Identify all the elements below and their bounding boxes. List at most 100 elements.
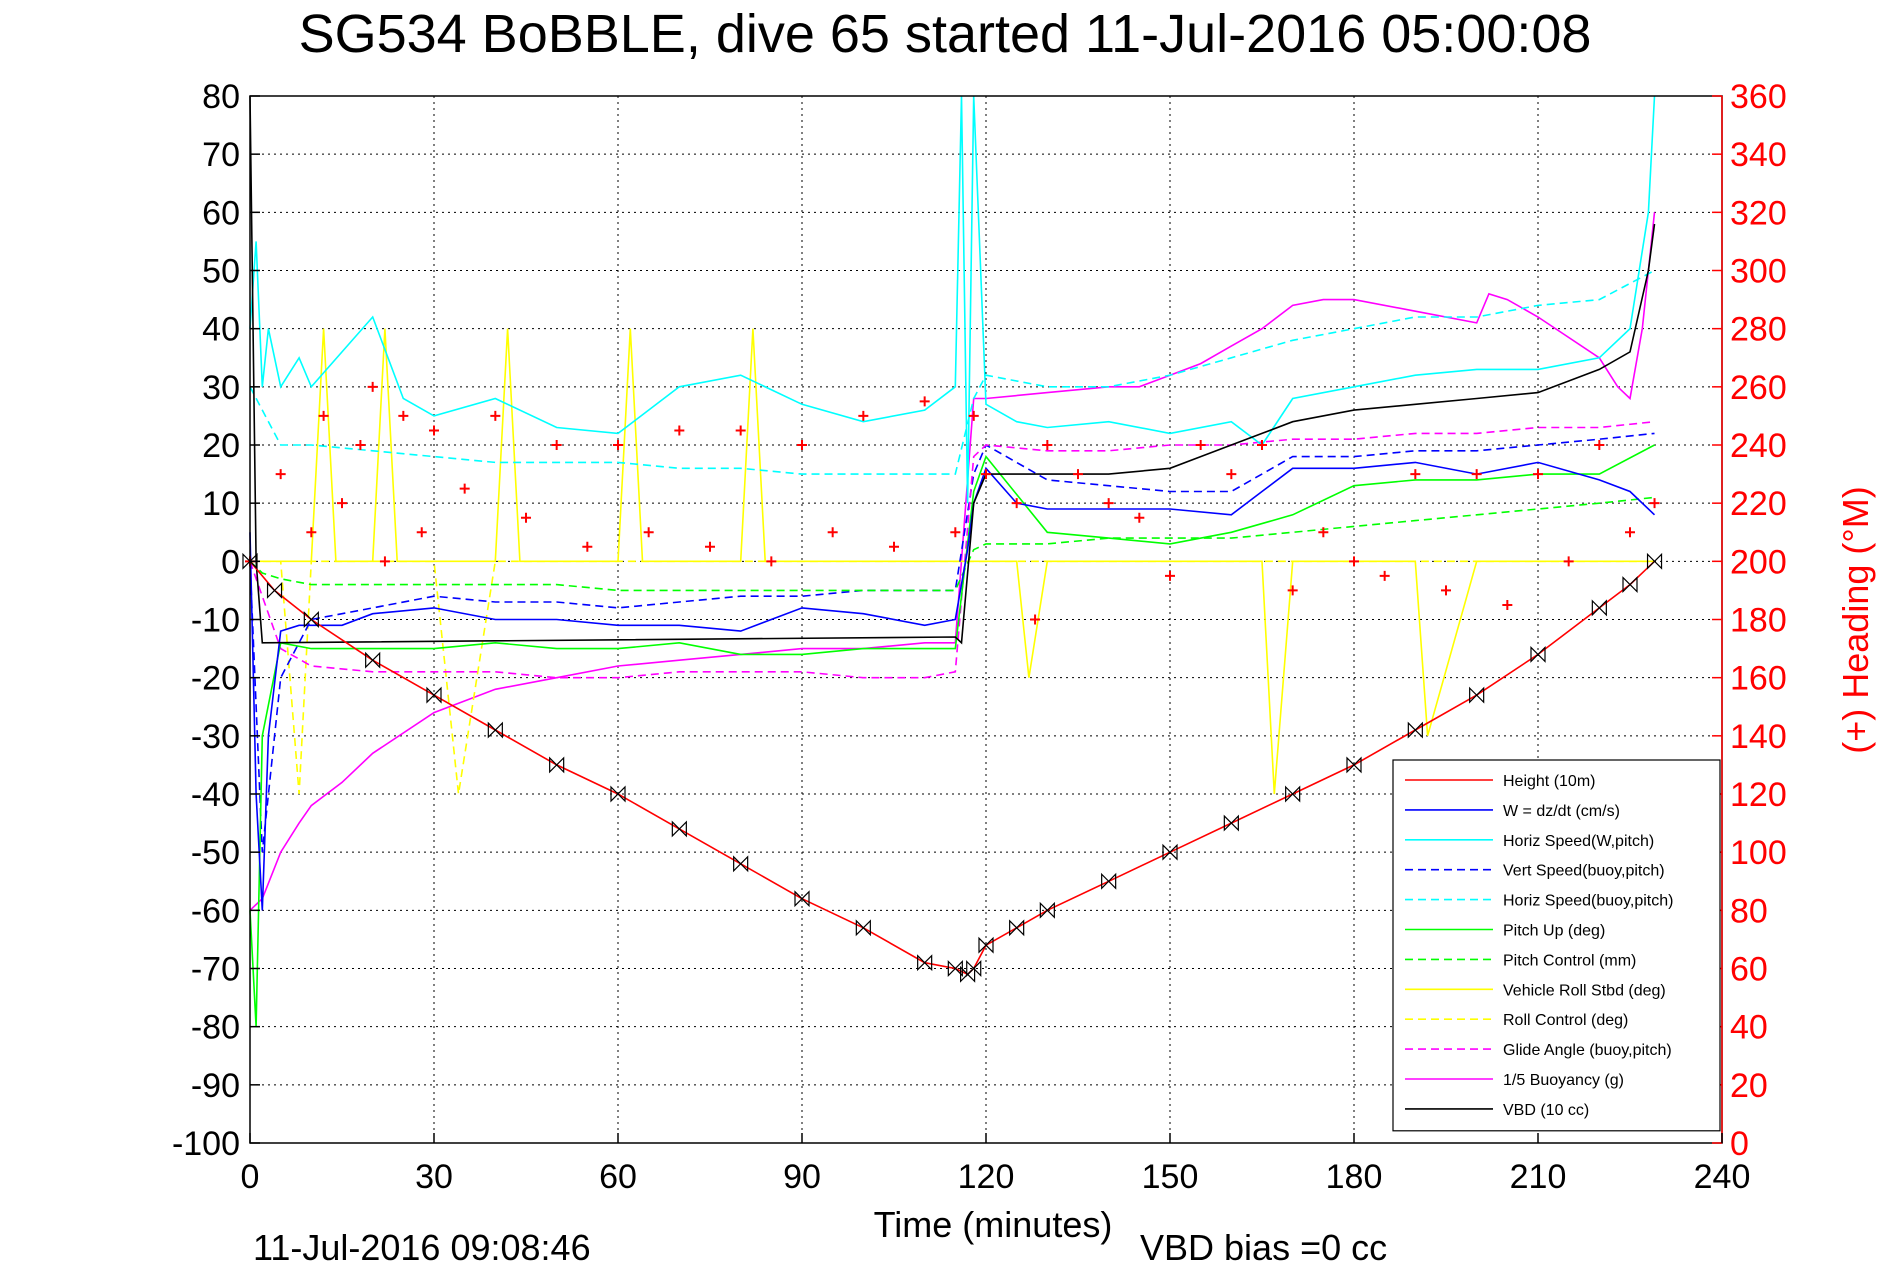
heading-marker xyxy=(1410,469,1421,480)
y-right-tick-label: 140 xyxy=(1730,718,1787,756)
y-right-tick-label: 360 xyxy=(1730,78,1787,116)
heading-marker xyxy=(490,410,501,421)
legend: Height (10m) W = dz/dt (cm/s) Horiz Speed(… xyxy=(1392,759,1721,1132)
heading-marker xyxy=(337,498,347,509)
depth-marker xyxy=(978,936,994,954)
heading-marker xyxy=(275,469,286,480)
heading-marker xyxy=(766,556,777,567)
depth-marker xyxy=(966,960,982,977)
footer-timestamp: 11-Jul-2016 09:08:46 xyxy=(253,1227,591,1262)
y-right-tick-label: 300 xyxy=(1730,253,1787,291)
heading-marker xyxy=(705,541,715,552)
y-tick-label: 10 xyxy=(202,485,240,523)
heading-marker xyxy=(1625,527,1635,538)
depth-marker xyxy=(1346,756,1362,774)
heading-marker xyxy=(674,425,685,436)
x-tick-label: 240 xyxy=(1694,1158,1751,1196)
depth-marker xyxy=(1223,814,1239,832)
legend-label: Pitch Up (deg) xyxy=(1503,923,1605,940)
y-tick-label: -80 xyxy=(191,1009,240,1047)
depth-marker xyxy=(855,919,871,937)
depth-marker xyxy=(1101,872,1117,890)
y-axis-left: 80 70 60 50 40 30 20 10 0 -10 -20 -30 -40 -50 -60 -70 -8… xyxy=(172,78,260,1163)
heading-marker xyxy=(919,396,930,407)
y-right-tick-label: 280 xyxy=(1730,311,1787,349)
heading-marker xyxy=(1073,469,1083,480)
heading-marker xyxy=(1318,527,1329,538)
depth-marker xyxy=(549,756,565,774)
heading-marker xyxy=(367,381,378,392)
legend-label: VBD (10 cc) xyxy=(1503,1102,1589,1119)
depth-marker xyxy=(917,954,933,972)
heading-marker xyxy=(1441,585,1451,596)
footer-vbd-bias: VBD bias =0 cc xyxy=(1140,1227,1387,1262)
depth-marker xyxy=(487,721,503,739)
heading-marker xyxy=(950,527,961,538)
depth-markers xyxy=(242,552,1663,983)
series-line xyxy=(249,95,1656,504)
y-tick-label: -20 xyxy=(191,660,240,698)
heading-marker xyxy=(1134,512,1145,523)
y-tick-label: -60 xyxy=(191,892,240,930)
heading-marker xyxy=(827,527,838,538)
heading-marker xyxy=(318,410,329,421)
series-layer xyxy=(242,95,1663,1027)
legend-label: Pitch Control (mm) xyxy=(1503,952,1636,969)
series-line xyxy=(249,269,1655,475)
heading-marker xyxy=(968,410,979,421)
y-tick-label: 70 xyxy=(202,136,240,174)
series-line xyxy=(249,212,1656,911)
x-tick-label: 0 xyxy=(241,1158,260,1196)
heading-marker xyxy=(1195,440,1206,450)
legend-label: W = dz/dt (cm/s) xyxy=(1503,803,1620,820)
legend-label: Horiz Speed(buoy,pitch) xyxy=(1503,893,1673,910)
heading-marker xyxy=(551,440,562,450)
y-tick-label: 60 xyxy=(202,194,240,232)
heading-marker xyxy=(429,425,439,436)
y-tick-label: -100 xyxy=(172,1125,240,1163)
heading-marker xyxy=(1533,469,1543,480)
heading-marker xyxy=(1042,440,1053,450)
legend-label: Height (10m) xyxy=(1503,773,1595,790)
heading-marker xyxy=(1502,599,1513,610)
legend-label: Vehicle Roll Stbd (deg) xyxy=(1503,982,1666,999)
y-tick-label: 50 xyxy=(202,253,240,291)
heading-marker xyxy=(398,410,409,421)
depth-marker xyxy=(947,960,963,977)
depth-marker xyxy=(242,552,258,570)
depth-marker xyxy=(1591,599,1607,617)
series-line xyxy=(249,95,1656,645)
depth-marker xyxy=(610,785,626,803)
y-tick-label: -10 xyxy=(191,602,240,640)
x-tick-label: 60 xyxy=(599,1158,637,1196)
y-right-tick-label: 100 xyxy=(1730,834,1787,872)
y-tick-label: -50 xyxy=(191,834,240,872)
y-right-tick-label: 320 xyxy=(1730,194,1787,232)
series-line xyxy=(249,444,1655,1027)
x-tick-label: 150 xyxy=(1142,1158,1199,1196)
depth-marker xyxy=(303,611,319,628)
depth-marker xyxy=(733,855,749,873)
heading-marker xyxy=(1257,440,1267,450)
heading-markers xyxy=(245,381,1660,625)
depth-marker xyxy=(1285,785,1301,803)
heading-marker xyxy=(1030,614,1041,625)
depth-marker xyxy=(1646,552,1663,570)
depth-marker xyxy=(266,581,283,599)
heading-marker xyxy=(379,556,390,567)
y-axis-right: 3603403203002802602402202001801601401201… xyxy=(1712,78,1787,1163)
y-right-tick-label: 340 xyxy=(1730,136,1787,174)
y-tick-label: 0 xyxy=(221,543,240,581)
heading-marker xyxy=(1103,498,1114,509)
depth-marker xyxy=(1622,576,1638,594)
heading-marker xyxy=(1287,585,1298,596)
y-right-tick-label: 200 xyxy=(1730,543,1787,581)
legend-label: Glide Angle (buoy,pitch) xyxy=(1503,1042,1672,1059)
y-right-tick-label: 120 xyxy=(1730,776,1787,814)
depth-marker xyxy=(1530,645,1546,663)
heading-marker xyxy=(858,410,869,421)
y-right-tick-label: 20 xyxy=(1730,1067,1768,1105)
heading-marker xyxy=(1165,570,1175,581)
series-line xyxy=(249,461,1656,911)
